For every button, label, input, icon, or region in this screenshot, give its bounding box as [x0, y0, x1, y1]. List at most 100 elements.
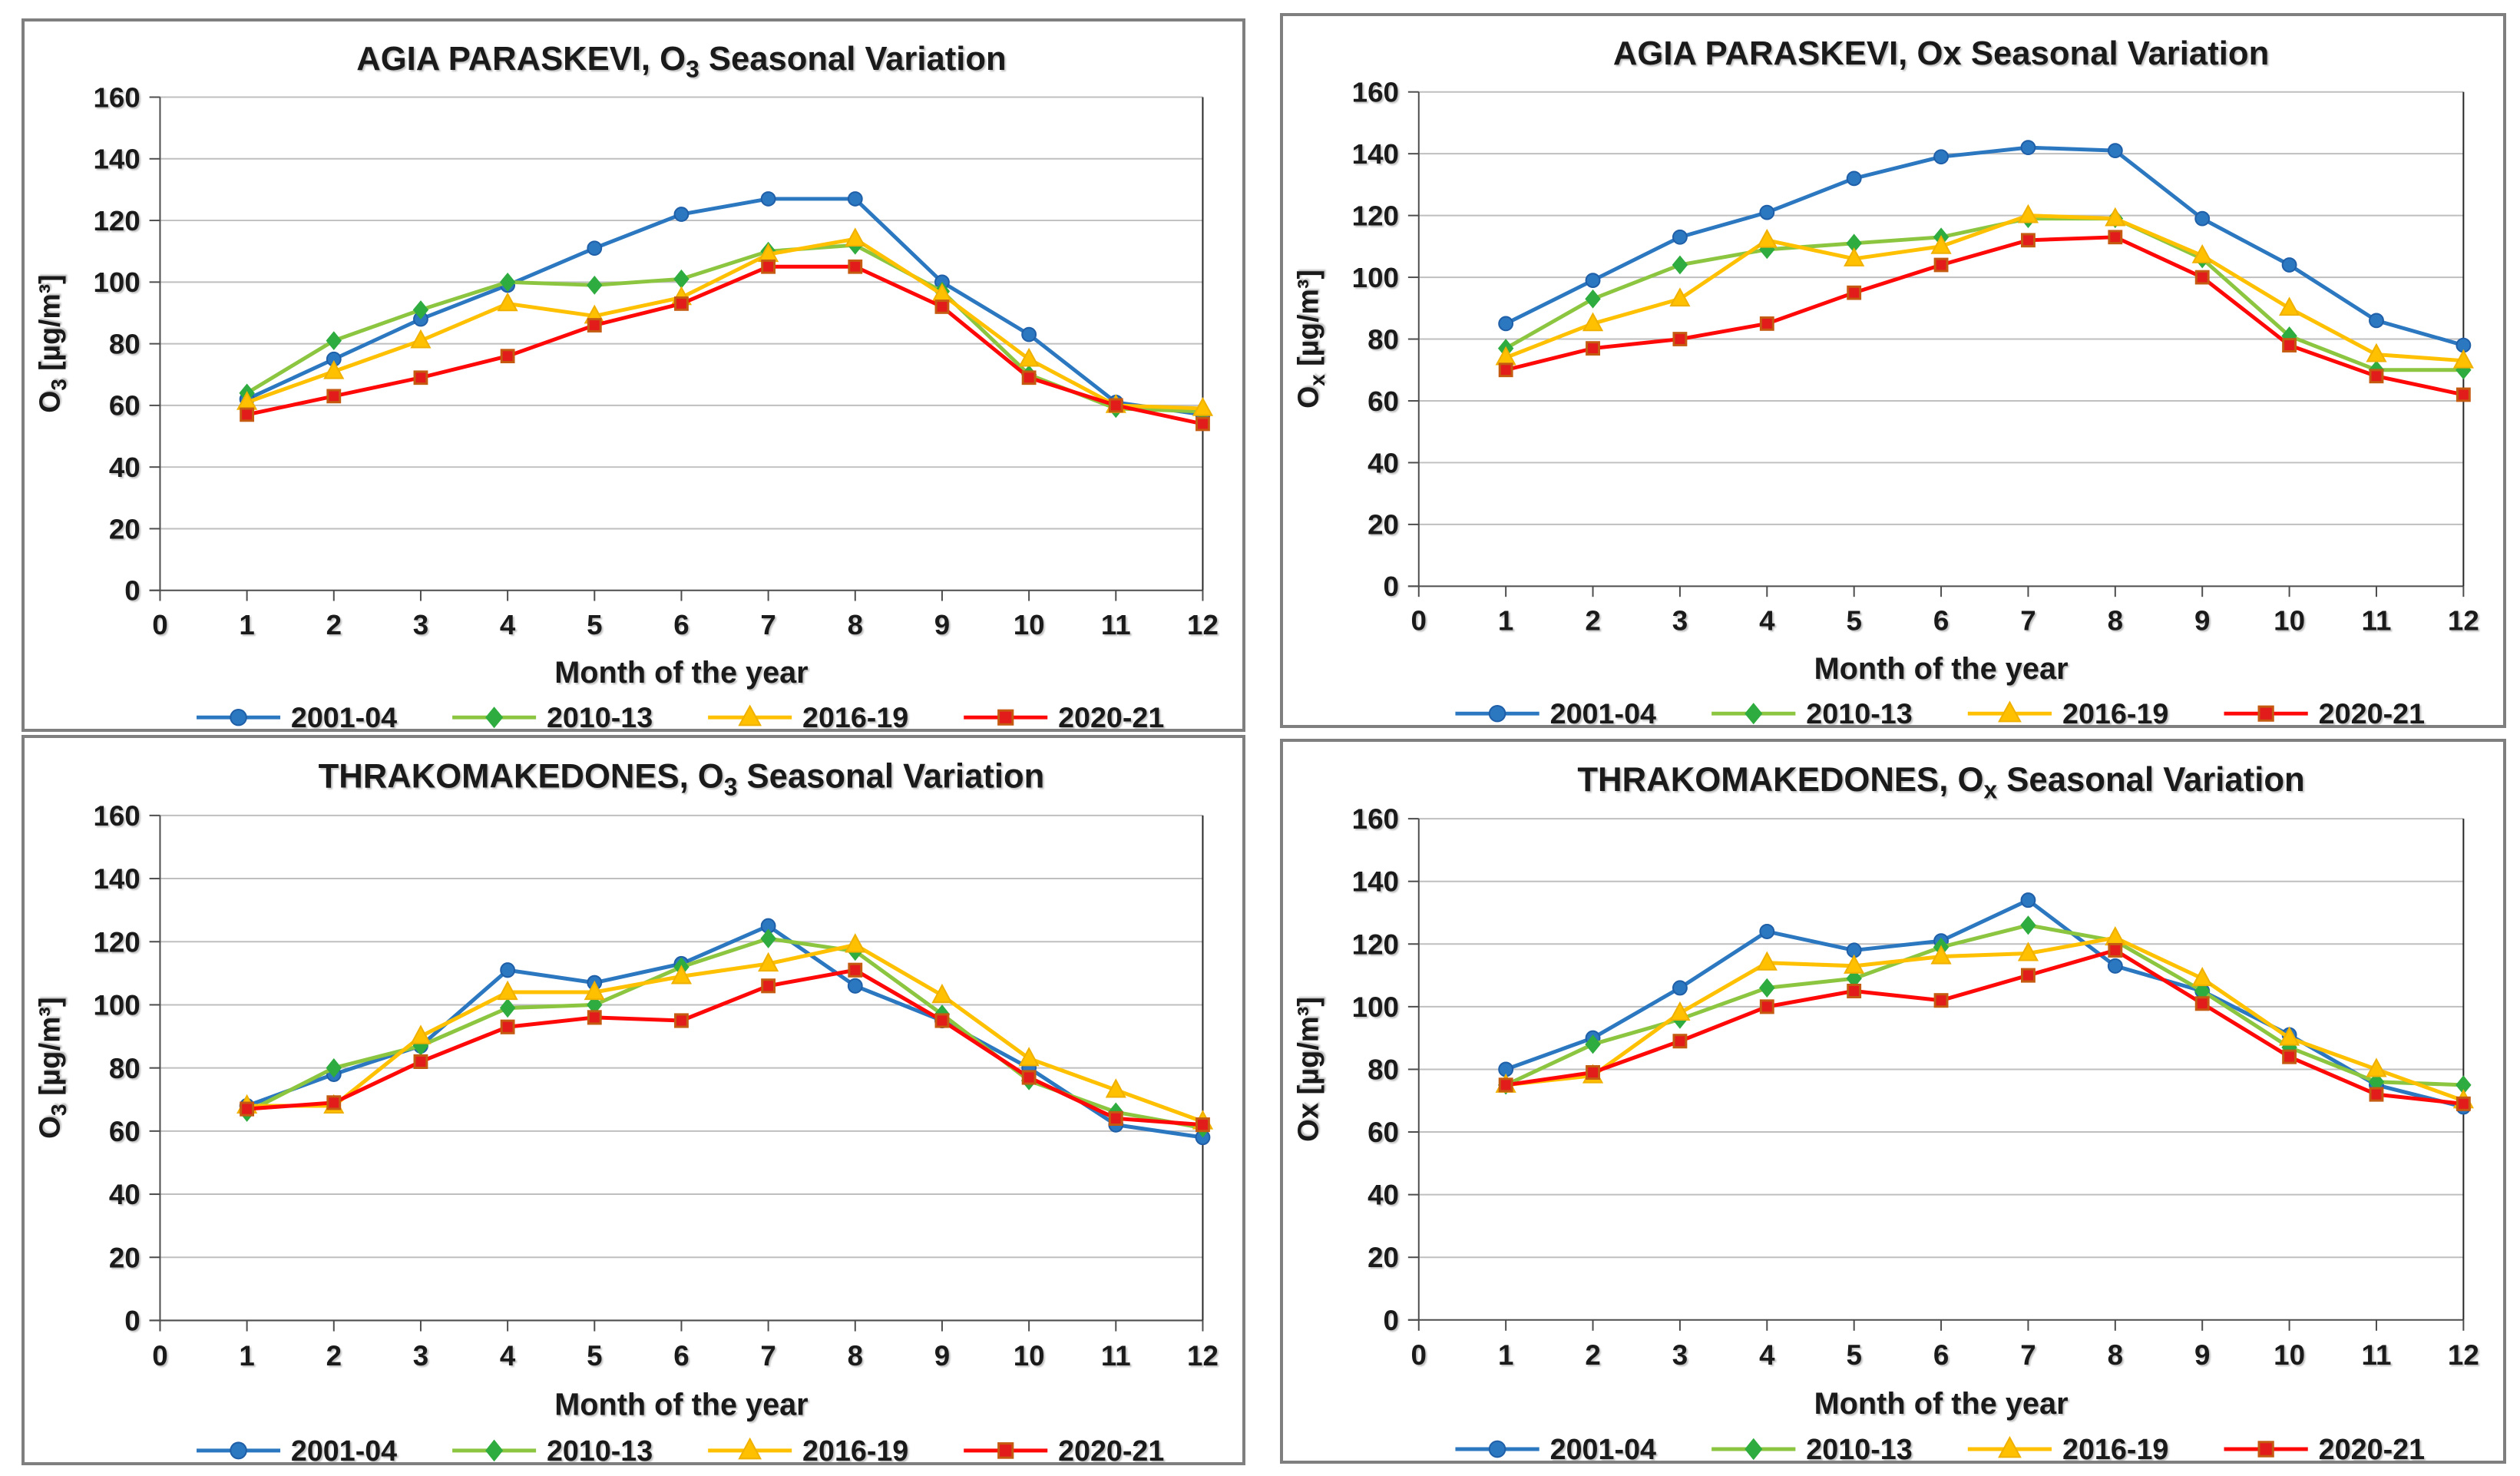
- x-tick-label: 3: [413, 1340, 428, 1372]
- series-line-2010-13: [1503, 217, 2465, 372]
- y-tick-label: 60: [1367, 1117, 1399, 1148]
- legend-item-2016-19: 2016-19: [1967, 697, 2168, 725]
- marker-triangle: [1998, 700, 2022, 723]
- legend-item-2020-21: 2020-21: [2224, 1434, 2425, 1461]
- y-tick-label: 120: [1352, 200, 1399, 232]
- marker-diamond: [485, 1439, 504, 1462]
- marker-triangle: [1018, 1047, 1040, 1067]
- y-tick-label: 40: [1367, 447, 1399, 478]
- marker-square: [2021, 233, 2036, 248]
- marker-square: [934, 300, 950, 314]
- y-tick-label: 0: [124, 575, 140, 607]
- gridlines: [160, 96, 1203, 530]
- marker-square: [2108, 942, 2123, 958]
- marker-square: [1847, 285, 1862, 300]
- marker-square: [1108, 1110, 1123, 1126]
- marker-square: [2194, 270, 2210, 285]
- series-line-2001-04: [245, 197, 1205, 417]
- marker-square: [1759, 999, 1774, 1014]
- text-main: AGIA PARASKEVI, O: [356, 41, 686, 78]
- x-tick-label: 9: [2194, 1339, 2210, 1371]
- x-axis-title: Month of the year: [1814, 652, 2069, 686]
- marker-circle: [1846, 170, 1862, 187]
- marker-triangle: [2191, 967, 2213, 987]
- chart-agia-paraskevi-o3: AGIA PARASKEVI, O3 Seasonal Variation 0 20…: [21, 18, 1245, 732]
- x-tick-label: 12: [1187, 609, 1219, 640]
- marker-square: [500, 1019, 515, 1034]
- marker-diamond: [1744, 703, 1763, 725]
- chart-title: AGIA PARASKEVI, O3 Seasonal Variation: [356, 41, 1006, 82]
- series-2016-19: [1495, 204, 2474, 369]
- series-line-2016-19: [1503, 935, 2465, 1103]
- x-tick-label: 8: [848, 1340, 863, 1372]
- axes: [1407, 91, 2465, 597]
- y-tick-label: 20: [1367, 1242, 1399, 1273]
- marker-diamond: [412, 300, 429, 319]
- x-tick-label: 6: [673, 609, 689, 640]
- y-tick-label: 80: [1367, 323, 1399, 355]
- marker-square: [848, 962, 863, 978]
- marker-square: [761, 978, 776, 994]
- marker-diamond: [1744, 1438, 1763, 1461]
- chart-svg: AGIA PARASKEVI, O3 Seasonal Variation 0 20…: [33, 41, 1219, 729]
- x-tick-label: 2: [326, 1340, 342, 1372]
- marker-circle: [2020, 892, 2036, 908]
- marker-circle: [847, 191, 863, 207]
- marker-triangle: [2017, 942, 2039, 961]
- text-main: Seasonal Variation: [1997, 761, 2305, 799]
- series-2001-04: [1498, 892, 2472, 1115]
- marker-circle: [587, 240, 603, 256]
- y-tick-label: 160: [93, 81, 140, 113]
- chart-svg: THRAKOMAKEDONES, O3 Seasonal Variation02…: [35, 757, 1219, 1462]
- text-main: [µg/m³]: [33, 274, 65, 379]
- y-tick-label: 20: [1367, 509, 1399, 541]
- marker-circle: [1021, 326, 1037, 343]
- marker-triangle: [845, 933, 866, 953]
- marker-square: [587, 1010, 602, 1025]
- series-2020-21: [240, 962, 1210, 1133]
- marker-circle: [2281, 257, 2297, 273]
- marker-square: [761, 259, 776, 274]
- x-tick-label: 6: [673, 1340, 689, 1372]
- x-tick-label: 9: [2194, 605, 2210, 637]
- legend-item-2020-21: 2020-21: [964, 1435, 1164, 1462]
- x-tick-label: 1: [1498, 605, 1513, 637]
- legend-label: 2010-13: [1806, 697, 1912, 725]
- marker-square: [1196, 1117, 1210, 1133]
- y-tick-label: 140: [93, 144, 140, 175]
- y-tick-label: 0: [124, 1305, 140, 1336]
- legend-item-2001-04: 2001-04: [197, 701, 397, 729]
- x-tick-label: 8: [2108, 1339, 2123, 1371]
- text-subscript: 3: [724, 773, 738, 800]
- marker-circle: [1759, 204, 1775, 220]
- y-tick-label: 60: [1367, 386, 1399, 417]
- x-tick-label: 6: [1933, 605, 1949, 637]
- marker-square: [240, 407, 255, 422]
- legend-item-2016-19: 2016-19: [1967, 1434, 2168, 1461]
- marker-triangle: [410, 329, 432, 349]
- marker-circle: [2194, 210, 2211, 227]
- marker-triangle: [1756, 951, 1778, 971]
- marker-circle: [1672, 980, 1688, 996]
- legend-label: 2001-04: [291, 1435, 397, 1462]
- x-tick-label: 5: [1846, 605, 1861, 637]
- text-main: O: [33, 391, 65, 413]
- marker-triangle: [2191, 244, 2213, 263]
- series-line-2016-19: [245, 237, 1205, 411]
- legend-label: 2016-19: [802, 1435, 908, 1462]
- text-main: Ox [µg/m³]: [1293, 997, 1325, 1142]
- marker-circle: [2020, 140, 2036, 155]
- series-2020-21: [1498, 942, 2471, 1111]
- y-tick-label: 40: [109, 1179, 141, 1210]
- marker-triangle: [2279, 296, 2300, 316]
- x-tick-label: 4: [500, 609, 516, 640]
- marker-square: [1586, 1065, 1600, 1081]
- y-tick-label: 60: [109, 1116, 141, 1147]
- marker-square: [2282, 1049, 2297, 1064]
- series-line-2020-21: [1503, 948, 2465, 1106]
- x-tick-label: 9: [934, 1340, 950, 1372]
- marker-circle: [230, 1441, 247, 1460]
- marker-triangle: [1018, 347, 1040, 367]
- y-tick-label: 140: [1352, 138, 1399, 170]
